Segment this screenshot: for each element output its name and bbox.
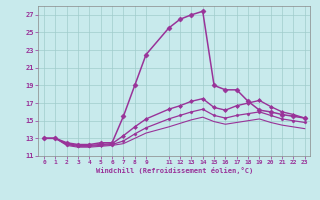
X-axis label: Windchill (Refroidissement éolien,°C): Windchill (Refroidissement éolien,°C) bbox=[96, 167, 253, 174]
